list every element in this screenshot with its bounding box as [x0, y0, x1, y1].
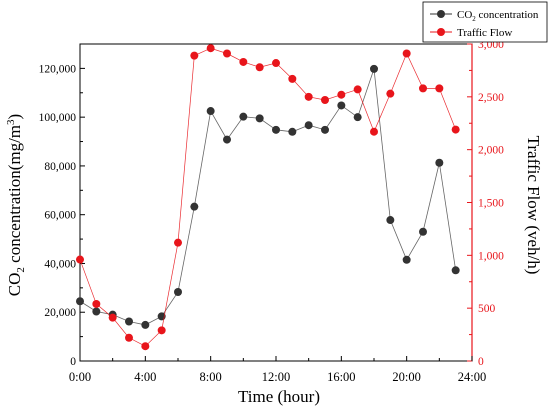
data-point-co2: [239, 112, 248, 121]
left-y-axis-title-prefix: CO: [5, 273, 24, 297]
data-point-co2: [288, 127, 297, 136]
data-point-co2: [402, 255, 411, 264]
data-point-traffic: [190, 51, 199, 60]
data-point-traffic: [288, 74, 297, 83]
data-point-co2: [435, 158, 444, 167]
data-point-traffic: [108, 313, 117, 322]
data-point-co2: [451, 266, 460, 275]
x-tick-label: 16:00: [327, 370, 355, 384]
series-line-co2: [79, 68, 457, 326]
right-tick-label: 1,500: [478, 198, 504, 210]
data-point-traffic: [321, 96, 329, 105]
data-point-traffic: [125, 333, 133, 342]
legend-box: [422, 1, 548, 43]
legend-marker-traffic: [437, 28, 445, 36]
right-tick-label: 2,500: [478, 92, 504, 104]
data-point-traffic: [76, 255, 84, 264]
x-tick-label: 24:00: [458, 370, 486, 384]
data-point-co2: [321, 125, 329, 134]
plot-frame: [79, 43, 473, 362]
data-point-co2: [304, 121, 313, 130]
left-tick-label: 60,000: [44, 210, 76, 222]
left-y-axis-title-end: ): [5, 114, 24, 120]
data-point-co2: [92, 307, 101, 316]
data-point-co2: [353, 113, 362, 122]
data-point-traffic: [370, 127, 378, 136]
data-point-traffic: [174, 238, 182, 247]
x-tick-label: 20:00: [392, 370, 420, 384]
data-point-traffic: [157, 326, 166, 335]
series-layer: [76, 44, 460, 351]
data-point-traffic: [239, 57, 248, 66]
left-tick-label: 0: [70, 356, 76, 368]
data-point-co2: [337, 101, 346, 110]
legend-label-co2-sub: 2: [472, 15, 476, 23]
data-point-co2: [206, 107, 215, 116]
left-tick-label: 100,000: [39, 112, 77, 124]
data-point-traffic: [337, 90, 346, 99]
series-line-traffic: [79, 47, 456, 347]
x-tick-label: 0:00: [69, 370, 91, 384]
data-point-traffic: [451, 125, 460, 134]
left-tick-label: 120,000: [39, 63, 77, 75]
x-tick-label: 4:00: [134, 370, 156, 384]
legend-label-co2-rest: concentration: [476, 9, 539, 21]
right-tick-label: 500: [478, 303, 496, 315]
legend-marker-co2: [437, 10, 445, 18]
data-point-co2: [223, 135, 231, 144]
data-point-traffic: [255, 63, 264, 72]
data-point-traffic: [419, 84, 427, 93]
right-y-axis-title: Traffic Flow (veh/h): [524, 136, 543, 275]
data-point-co2: [141, 320, 150, 329]
data-point-co2: [272, 125, 280, 134]
right-tick-label: 0: [478, 356, 484, 368]
data-point-traffic: [402, 49, 411, 58]
right-tick-label: 2,000: [478, 145, 504, 157]
left-y-axis-title-rest: concentration(mg/m: [5, 125, 24, 267]
legend-label-co2-prefix: CO: [457, 9, 472, 21]
legend-label-co2: CO2 concentration: [457, 9, 539, 23]
left-y-axis-title-sup: 3: [5, 119, 17, 125]
legend: CO2 concentration Traffic Flow: [422, 1, 548, 43]
data-point-co2: [125, 317, 133, 326]
x-axis-title: Time (hour): [238, 387, 320, 406]
data-point-co2: [419, 227, 427, 236]
data-point-co2: [386, 216, 395, 225]
data-point-traffic: [223, 49, 231, 58]
data-point-traffic: [272, 59, 280, 68]
data-point-traffic: [92, 299, 101, 308]
data-point-traffic: [141, 342, 150, 351]
data-point-traffic: [353, 85, 362, 94]
left-y-axis: 0 20,000 40,000 60,000 80,000 100,000 120,000: [39, 63, 85, 368]
left-tick-label: 80,000: [44, 161, 76, 173]
left-tick-label: 20,000: [44, 307, 76, 319]
left-tick-label: 40,000: [44, 258, 76, 270]
data-point-co2: [370, 64, 378, 73]
legend-label-traffic: Traffic Flow: [457, 27, 512, 39]
data-point-traffic: [304, 92, 313, 101]
left-y-axis-title-sub: 2: [15, 267, 27, 273]
data-point-co2: [174, 287, 182, 296]
right-tick-label: 1,000: [478, 250, 504, 262]
left-y-axis-title: CO2 concentration(mg/m3): [5, 114, 27, 296]
data-point-co2: [255, 114, 264, 123]
x-tick-label: 8:00: [200, 370, 222, 384]
plot-area: [79, 43, 473, 362]
data-point-traffic: [206, 44, 215, 53]
data-point-co2: [76, 297, 84, 306]
x-tick-label: 12:00: [262, 370, 290, 384]
x-axis: 0:00 4:00 8:00 12:00 16:00 20:00 24:00: [69, 356, 486, 384]
data-point-traffic: [435, 84, 444, 93]
data-point-traffic: [386, 89, 395, 98]
data-point-co2: [190, 202, 199, 211]
